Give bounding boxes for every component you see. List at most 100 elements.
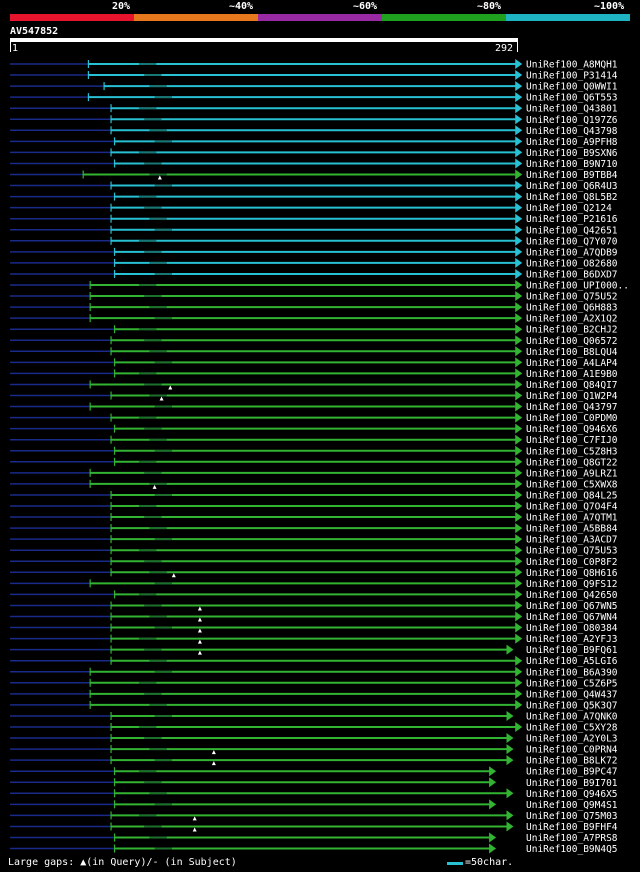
hit-label[interactable]: UniRef100_Q1W2P4 <box>526 391 618 402</box>
hit-label[interactable]: UniRef100_Q43798 <box>526 126 618 137</box>
hit-row[interactable]: UniRef100_Q84QI7 <box>10 379 618 391</box>
hit-row[interactable]: UniRef100_Q75M03 <box>10 810 618 822</box>
hit-label[interactable]: UniRef100_Q75U52 <box>526 292 618 303</box>
hit-row[interactable]: UniRef100_UPI000.. <box>10 280 629 292</box>
hit-label[interactable]: UniRef100_P31414 <box>526 71 618 82</box>
hit-row[interactable]: UniRef100_B9FQ61 <box>10 644 618 657</box>
hit-label[interactable]: UniRef100_B9I701 <box>526 778 618 789</box>
hit-row[interactable]: UniRef100_C5Z6P5 <box>10 677 618 690</box>
hit-label[interactable]: UniRef100_Q2124 <box>526 203 612 214</box>
hit-label[interactable]: UniRef100_Q8H616 <box>526 568 618 579</box>
hit-label[interactable]: UniRef100_Q75M03 <box>526 811 618 822</box>
hit-row[interactable]: UniRef100_B8LK72 <box>10 755 618 767</box>
hit-label[interactable]: UniRef100_Q7O4F4 <box>526 502 618 513</box>
hit-label[interactable]: UniRef100_A5LGI6 <box>526 656 618 667</box>
hit-label[interactable]: UniRef100_A7PRS8 <box>526 833 618 844</box>
hit-row[interactable]: UniRef100_Q197Z6 <box>10 114 618 126</box>
hit-label[interactable]: UniRef100_B8LK72 <box>526 756 618 767</box>
hit-row[interactable]: UniRef100_C7FIJ0 <box>10 434 618 447</box>
hit-label[interactable]: UniRef100_Q5K3Q7 <box>526 700 618 711</box>
hit-row[interactable]: UniRef100_B9N710 <box>10 158 618 170</box>
hit-label[interactable]: UniRef100_Q67WN5 <box>526 601 618 612</box>
hit-row[interactable]: UniRef100_Q84L25 <box>10 489 618 502</box>
hit-row[interactable]: UniRef100_A7QDB9 <box>10 246 618 259</box>
hit-label[interactable]: UniRef100_O80384 <box>526 623 618 634</box>
hit-label[interactable]: UniRef100_O82680 <box>526 258 618 269</box>
hit-row[interactable]: UniRef100_Q42650 <box>10 589 618 601</box>
hit-label[interactable]: UniRef100_C5XWX8 <box>526 479 618 490</box>
hit-label[interactable]: UniRef100_Q8L5B2 <box>526 192 618 203</box>
hit-row[interactable]: UniRef100_A2Y0L3 <box>10 733 618 745</box>
hit-label[interactable]: UniRef100_A2X1Q2 <box>526 314 618 325</box>
hit-label[interactable]: UniRef100_Q6H883 <box>526 303 618 314</box>
hit-label[interactable]: UniRef100_B9SXN6 <box>526 148 618 159</box>
hit-label[interactable]: UniRef100_C0PDM0 <box>526 413 618 424</box>
hit-label[interactable]: UniRef100_A1E9B0 <box>526 369 618 380</box>
hit-row[interactable]: UniRef100_P21616 <box>10 213 618 226</box>
hit-row[interactable]: UniRef100_A9LRZ1 <box>10 467 618 480</box>
hit-row[interactable]: UniRef100_Q43798 <box>10 125 618 137</box>
hit-row[interactable]: UniRef100_A9PFH8 <box>10 136 618 148</box>
hit-row[interactable]: UniRef100_B9I701 <box>10 777 618 789</box>
hit-row[interactable]: UniRef100_O82680 <box>10 257 618 270</box>
hit-row[interactable]: UniRef100_C5XWX8 <box>10 478 618 491</box>
hit-row[interactable]: UniRef100_Q1W2P4 <box>10 390 618 403</box>
hit-row[interactable]: UniRef100_Q8GT22 <box>10 456 618 469</box>
hit-row[interactable]: UniRef100_A5BB84 <box>10 523 618 535</box>
hit-row[interactable]: UniRef100_B9N4Q5 <box>10 843 618 856</box>
hit-label[interactable]: UniRef100_A7QNK0 <box>526 711 618 722</box>
hit-row[interactable]: UniRef100_B8LQU4 <box>10 346 618 358</box>
hit-row[interactable]: UniRef100_A2X1Q2 <box>10 313 618 325</box>
hit-label[interactable]: UniRef100_B9FQ61 <box>526 645 618 656</box>
hit-label[interactable]: UniRef100_Q84QI7 <box>526 380 618 391</box>
hit-label[interactable]: UniRef100_B9N710 <box>526 159 618 170</box>
hit-label[interactable]: UniRef100_B9N4Q5 <box>526 844 618 855</box>
hit-row[interactable]: UniRef100_B9TBB4 <box>10 169 618 182</box>
hit-label[interactable]: UniRef100_Q42651 <box>526 225 618 236</box>
hit-row[interactable]: UniRef100_A1E9B0 <box>10 368 618 380</box>
hit-row[interactable]: UniRef100_C0P8F2 <box>10 556 618 568</box>
hit-row[interactable]: UniRef100_Q8L5B2 <box>10 191 618 204</box>
hit-label[interactable]: UniRef100_Q06572 <box>526 336 618 347</box>
hit-row[interactable]: UniRef100_O80384 <box>10 622 618 635</box>
hit-label[interactable]: UniRef100_C7FIJ0 <box>526 435 618 446</box>
hit-row[interactable]: UniRef100_Q6H883 <box>10 302 618 314</box>
hit-label[interactable]: UniRef100_C5XY28 <box>526 723 618 734</box>
hit-row[interactable]: UniRef100_A2YFJ3 <box>10 633 618 646</box>
hit-row[interactable]: UniRef100_B6DXD7 <box>10 268 618 281</box>
hit-row[interactable]: UniRef100_C0PRN4 <box>10 744 618 756</box>
hit-label[interactable]: UniRef100_A9LRZ1 <box>526 468 618 479</box>
hit-row[interactable]: UniRef100_A7QNK0 <box>10 710 618 723</box>
hit-label[interactable]: UniRef100_Q197Z6 <box>526 115 618 126</box>
hit-label[interactable]: UniRef100_B9PC47 <box>526 767 618 778</box>
hit-label[interactable]: UniRef100_Q9FS12 <box>526 579 618 590</box>
hit-label[interactable]: UniRef100_A5BB84 <box>526 524 618 535</box>
hit-row[interactable]: UniRef100_Q75U52 <box>10 291 618 303</box>
hit-label[interactable]: UniRef100_P21616 <box>526 214 618 225</box>
hit-row[interactable]: UniRef100_B6A390 <box>10 666 618 679</box>
hit-label[interactable]: UniRef100_B9TBB4 <box>526 170 618 181</box>
hit-row[interactable]: UniRef100_Q42651 <box>10 224 618 237</box>
hit-label[interactable]: UniRef100_Q8GT22 <box>526 457 618 468</box>
hit-row[interactable]: UniRef100_Q7O4F4 <box>10 501 618 513</box>
hit-label[interactable]: UniRef100_C5Z8H3 <box>526 446 618 457</box>
hit-label[interactable]: UniRef100_UPI000.. <box>526 281 629 292</box>
hit-row[interactable]: UniRef100_Q4W437 <box>10 688 618 701</box>
hit-row[interactable]: UniRef100_B9SXN6 <box>10 147 618 159</box>
hit-label[interactable]: UniRef100_A7QDB9 <box>526 247 618 258</box>
hit-label[interactable]: UniRef100_Q946X6 <box>526 424 618 435</box>
hit-label[interactable]: UniRef100_Q75U53 <box>526 546 618 557</box>
hit-row[interactable]: UniRef100_Q946X5 <box>10 788 618 800</box>
hit-label[interactable]: UniRef100_C0P8F2 <box>526 557 618 568</box>
hit-row[interactable]: UniRef100_Q946X6 <box>10 423 618 436</box>
hit-label[interactable]: UniRef100_Q9M4S1 <box>526 800 618 811</box>
hit-row[interactable]: UniRef100_Q8H616 <box>10 567 618 579</box>
hit-label[interactable]: UniRef100_A2YFJ3 <box>526 634 618 645</box>
hit-row[interactable]: UniRef100_Q9M4S1 <box>10 799 618 811</box>
hit-label[interactable]: UniRef100_A8MQH1 <box>526 60 618 71</box>
hit-label[interactable]: UniRef100_C5Z6P5 <box>526 678 618 689</box>
hit-row[interactable]: UniRef100_B2CHJ2 <box>10 324 618 336</box>
hit-label[interactable]: UniRef100_A2Y0L3 <box>526 734 618 745</box>
hit-label[interactable]: UniRef100_A7QTM1 <box>526 513 618 524</box>
hit-row[interactable]: UniRef100_Q9FS12 <box>10 578 618 590</box>
